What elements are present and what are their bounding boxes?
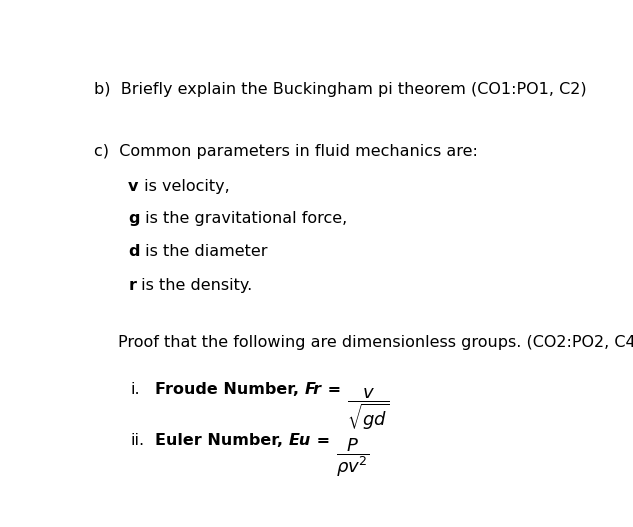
Text: $\dfrac{v}{\sqrt{gd}}$: $\dfrac{v}{\sqrt{gd}}$ bbox=[346, 386, 389, 432]
Text: v: v bbox=[128, 179, 139, 194]
Text: is the density.: is the density. bbox=[136, 278, 253, 294]
Text: is the gravitational force,: is the gravitational force, bbox=[140, 211, 347, 227]
Text: =: = bbox=[322, 382, 346, 397]
Text: $\dfrac{P}{\rho v^{2}}$: $\dfrac{P}{\rho v^{2}}$ bbox=[335, 436, 369, 480]
Text: Fr: Fr bbox=[304, 382, 322, 397]
Text: g: g bbox=[128, 211, 140, 227]
Text: Proof that the following are dimensionless groups. (CO2:PO2, C4): Proof that the following are dimensionle… bbox=[118, 335, 633, 350]
Text: is velocity,: is velocity, bbox=[139, 179, 229, 194]
Text: Froude Number,: Froude Number, bbox=[155, 382, 304, 397]
Text: ii.: ii. bbox=[130, 433, 145, 447]
Text: r: r bbox=[128, 278, 136, 294]
Text: Eu: Eu bbox=[289, 433, 311, 447]
Text: i.: i. bbox=[130, 382, 141, 397]
Text: Euler Number,: Euler Number, bbox=[155, 433, 289, 447]
Text: d: d bbox=[128, 244, 140, 259]
Text: b)  Briefly explain the Buckingham pi theorem (CO1:PO1, C2): b) Briefly explain the Buckingham pi the… bbox=[94, 82, 586, 96]
Text: is the diameter: is the diameter bbox=[140, 244, 267, 259]
Text: c)  Common parameters in fluid mechanics are:: c) Common parameters in fluid mechanics … bbox=[94, 144, 478, 159]
Text: =: = bbox=[311, 433, 335, 447]
